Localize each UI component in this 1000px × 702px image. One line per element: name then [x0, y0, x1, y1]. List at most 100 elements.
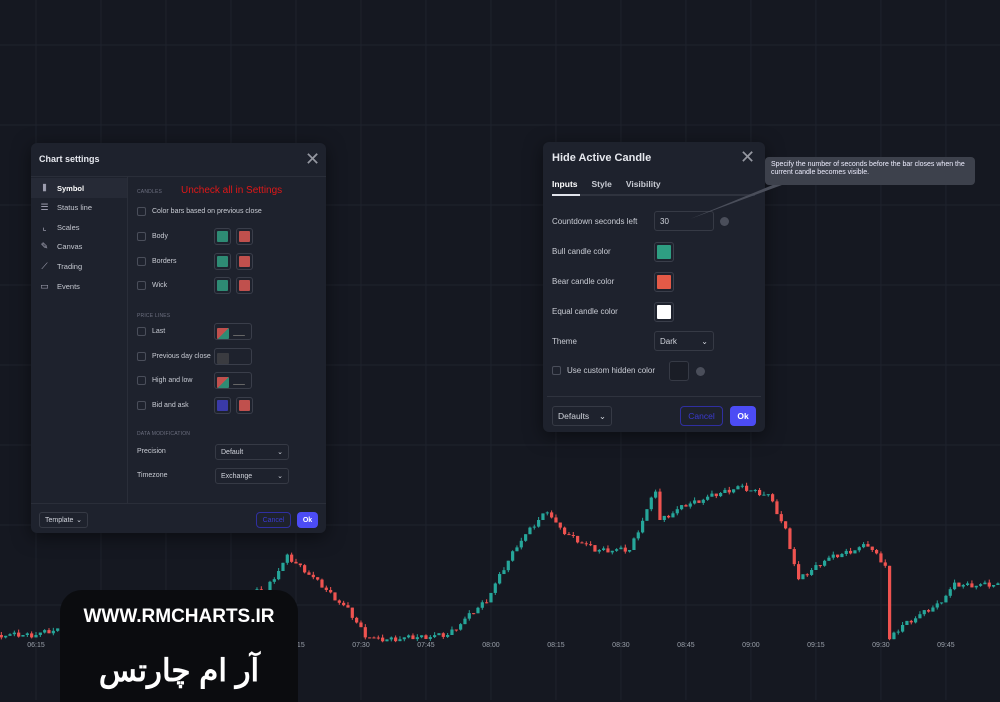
candle — [745, 485, 749, 491]
color-swatch[interactable] — [214, 277, 231, 294]
bear-color-swatch[interactable] — [654, 272, 674, 292]
sidebar-item-status-line[interactable]: ☰ Status line — [31, 198, 127, 218]
candle — [870, 546, 874, 550]
color-swatch[interactable] — [214, 372, 252, 389]
candle — [952, 582, 957, 590]
candle-row-borders[interactable]: Borders — [137, 256, 177, 266]
candle — [454, 629, 458, 631]
candle — [788, 528, 792, 550]
countdown-input[interactable]: 30 — [654, 211, 714, 231]
checkbox[interactable] — [137, 256, 146, 266]
tab-inputs[interactable]: Inputs — [552, 179, 578, 189]
sidebar-item-events[interactable]: ▭ Events — [31, 276, 127, 296]
candle — [727, 489, 731, 493]
candle — [394, 637, 398, 642]
cancel-button[interactable]: Cancel — [256, 512, 291, 528]
candle — [541, 513, 545, 520]
candle — [567, 534, 571, 536]
candle — [17, 632, 21, 637]
candle — [389, 637, 393, 640]
candle — [34, 634, 38, 638]
candle — [324, 587, 328, 590]
candle — [307, 572, 311, 575]
label: Last — [152, 328, 166, 335]
value: Dark — [660, 336, 677, 346]
color-swatch[interactable] — [214, 323, 252, 340]
precision-select[interactable]: Default ⌄ — [215, 444, 289, 460]
price-line-row[interactable]: High and low — [137, 376, 192, 385]
close-icon[interactable]: ✕ — [740, 147, 756, 167]
checkbox[interactable] — [552, 366, 561, 375]
info-icon[interactable] — [696, 367, 705, 376]
checkbox[interactable] — [137, 400, 146, 410]
calendar-icon: ▭ — [40, 280, 49, 291]
checkbox[interactable] — [137, 376, 146, 385]
cancel-button[interactable]: Cancel — [680, 406, 723, 426]
candle — [303, 565, 307, 573]
checkbox[interactable] — [137, 327, 146, 336]
tab-visibility[interactable]: Visibility — [625, 179, 661, 189]
sidebar-item-canvas[interactable]: ✎ Canvas — [31, 237, 127, 257]
custom-hidden-color-row[interactable]: Use custom hidden color — [552, 366, 655, 375]
sidebar-item-trading[interactable]: ⟋ Trading — [31, 256, 127, 276]
bull-color-label: Bull candle color — [552, 247, 611, 256]
candle — [771, 494, 775, 502]
candle — [346, 605, 350, 608]
candle — [900, 625, 905, 632]
candle — [281, 562, 285, 571]
price-line-row[interactable]: Bid and ask — [137, 400, 189, 410]
color-bars-row[interactable]: Color bars based on previous close — [137, 207, 262, 216]
tooltip: Specify the number of seconds before the… — [765, 157, 975, 185]
defaults-dropdown[interactable]: Defaults ⌄ — [552, 406, 612, 426]
candle — [576, 535, 580, 543]
color-swatch[interactable] — [214, 347, 252, 365]
color-swatch[interactable] — [236, 396, 253, 414]
checkbox[interactable] — [137, 232, 146, 241]
info-icon[interactable] — [720, 217, 729, 226]
tab-style[interactable]: Style — [591, 179, 612, 189]
timezone-select[interactable]: Exchange ⌄ — [215, 468, 289, 484]
candle — [563, 527, 567, 535]
candle — [463, 618, 467, 625]
candle — [21, 635, 25, 637]
equal-color-swatch[interactable] — [654, 302, 674, 322]
color-swatch[interactable] — [236, 228, 253, 245]
color-swatch[interactable] — [236, 277, 253, 294]
candle — [632, 538, 636, 550]
candle — [935, 603, 939, 608]
checkbox[interactable] — [137, 351, 146, 361]
ok-button[interactable]: Ok — [297, 512, 318, 528]
ok-button[interactable]: Ok — [730, 406, 756, 426]
sidebar-item-symbol[interactable]: ⫴ Symbol — [31, 178, 127, 198]
bull-color-swatch[interactable] — [654, 242, 674, 262]
candle — [736, 486, 740, 490]
time-tick-label: 06:15 — [27, 642, 45, 649]
color-swatch[interactable] — [214, 252, 231, 270]
theme-select[interactable]: Dark ⌄ — [654, 331, 714, 351]
candle — [467, 613, 471, 619]
candle — [589, 544, 593, 546]
candle — [944, 595, 948, 603]
checkbox[interactable] — [137, 281, 146, 290]
candle-row-wick[interactable]: Wick — [137, 281, 167, 290]
template-dropdown[interactable]: Template ⌄ — [39, 512, 88, 528]
candle-row-body[interactable]: Body — [137, 232, 168, 241]
color-swatch[interactable] — [214, 396, 231, 414]
candle — [991, 585, 996, 587]
color-swatch[interactable] — [236, 252, 253, 270]
color-swatch[interactable] — [214, 228, 231, 245]
candle — [524, 534, 528, 541]
checkbox[interactable] — [137, 207, 146, 216]
candle — [424, 635, 428, 639]
candle — [502, 570, 506, 575]
sidebar-item-scales[interactable]: ⌞ Scales — [31, 217, 127, 237]
custom-color-swatch[interactable] — [669, 361, 689, 381]
candle — [268, 581, 272, 590]
time-tick-label: 07:45 — [417, 642, 435, 649]
candle — [480, 602, 484, 608]
price-line-row[interactable]: Last — [137, 327, 165, 336]
close-icon[interactable]: ✕ — [305, 149, 321, 169]
candle — [667, 515, 671, 518]
price-line-row[interactable]: Previous day close — [137, 351, 211, 361]
